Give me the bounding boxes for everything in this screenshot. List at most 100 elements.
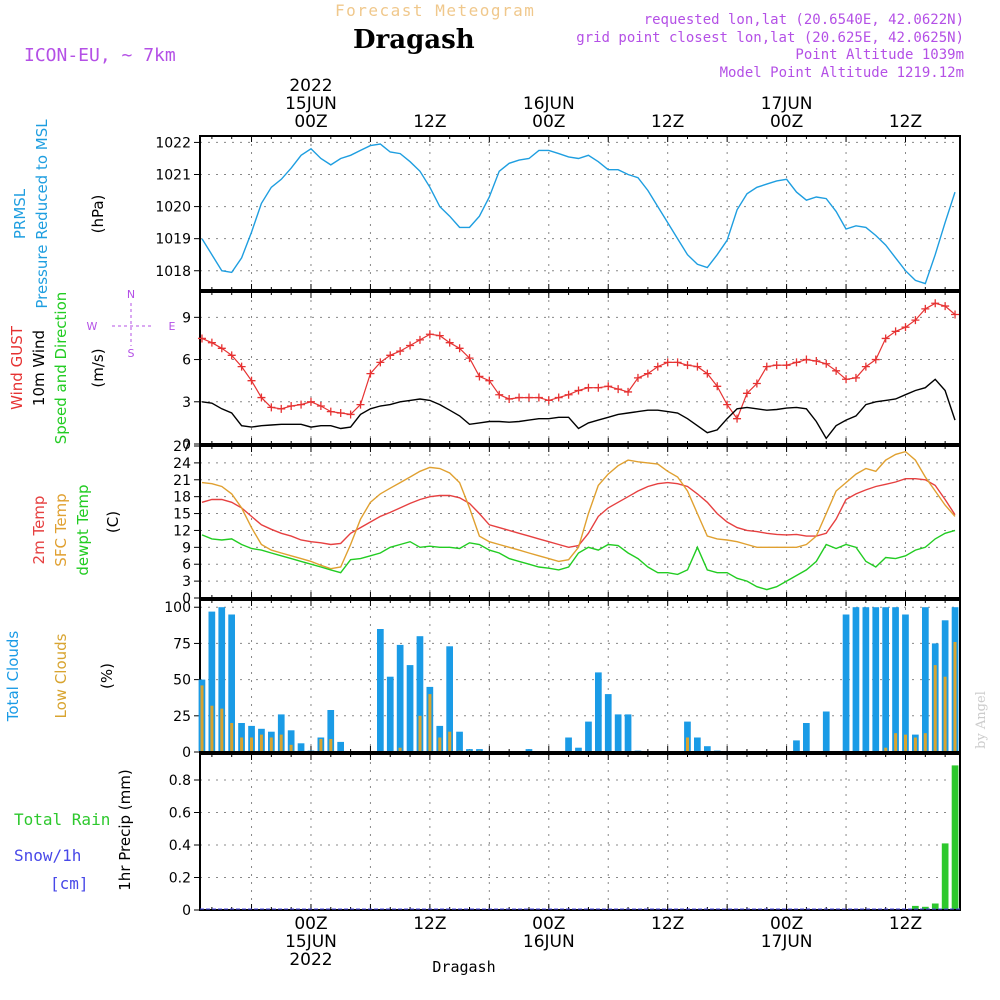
gust-marker (326, 407, 335, 416)
compass-n: N (127, 288, 135, 301)
gust-marker (742, 389, 751, 398)
total-cloud-bar (208, 611, 216, 751)
gust-marker (891, 327, 900, 336)
ytick-label: 0.2 (169, 871, 191, 887)
ytick-label: 1020 (155, 200, 191, 216)
ytick-label: 3 (182, 395, 191, 411)
gust-marker (316, 402, 325, 410)
gust-marker (643, 369, 652, 378)
rain-bar (941, 843, 949, 909)
ytick-label: 1019 (155, 232, 191, 248)
total-cloud-bar (446, 646, 453, 751)
gust-marker (673, 358, 682, 367)
panel-frame (199, 135, 961, 291)
gust-marker (653, 362, 662, 371)
rain-bar (931, 903, 939, 909)
top-axis-label: 12Z (651, 112, 684, 132)
total-cloud-bar (218, 607, 226, 751)
ytick-label: 0 (182, 437, 191, 453)
low-cloud-bar (894, 733, 898, 751)
low-cloud-bar (438, 737, 442, 751)
total-cloud-bar (892, 607, 899, 751)
gust-marker (693, 362, 702, 371)
top-axis-label: 15JUN (285, 94, 337, 114)
compass-s: S (128, 347, 135, 360)
total-cloud-bar (525, 749, 533, 751)
gust-marker (465, 354, 474, 363)
gust-marker (832, 366, 841, 375)
bottom-axis-label: 12Z (889, 914, 922, 934)
ytick-label: 9 (182, 310, 191, 326)
signature: by Angel (974, 691, 989, 749)
model-label: ICON-EU, ~ 7km (24, 45, 176, 66)
gust-marker (911, 316, 920, 325)
gust-marker (554, 393, 563, 402)
bottom-axis-label: 2022 (289, 950, 332, 970)
gust-marker (564, 390, 573, 399)
top-axis-label: 00Z (770, 112, 803, 132)
gust-marker (376, 358, 385, 367)
panel-labels: PRMSL Pressure Reduced to MSL (hPa) Wind GU… (4, 119, 134, 893)
temp-label-2m: 2m Temp (30, 496, 48, 565)
low-cloud-bar (230, 723, 234, 751)
gust-marker (584, 383, 593, 392)
gust-marker (772, 361, 781, 370)
temp-label-dewpt: dewpt Temp (74, 484, 92, 575)
gust-marker (297, 400, 306, 409)
total-cloud-bar (882, 607, 889, 751)
wind-unit: (m/s) (89, 348, 107, 387)
gust-marker (614, 385, 623, 394)
pressure-unit: (hPa) (89, 195, 107, 234)
temp-label-sfc: SFC Temp (52, 493, 70, 566)
ytick-label: 24 (173, 456, 191, 472)
pressure-label-prmsl: PRMSL (11, 188, 29, 239)
gust-marker (881, 334, 890, 343)
gust-marker (207, 338, 216, 347)
total-cloud-bar (238, 723, 245, 751)
gust-marker (624, 387, 633, 396)
total-cloud-bar (902, 614, 909, 751)
gust-marker (356, 400, 365, 409)
gust-marker (931, 299, 940, 308)
ytick-label: 50 (173, 673, 191, 689)
clouds-label-total: Total Clouds (4, 631, 22, 723)
total-cloud-bar (277, 714, 285, 751)
gust-marker (415, 335, 424, 344)
panel-frame (199, 753, 961, 911)
wind-label-dir: Speed and Direction (52, 292, 70, 445)
gust-marker (287, 402, 296, 410)
low-cloud-bar (210, 705, 214, 751)
ytick-label: 12 (173, 523, 191, 539)
panel-wind: 0 3 6 9 (182, 291, 961, 453)
gust-marker (237, 362, 246, 371)
gust-marker (366, 369, 375, 378)
subtitle: Forecast Meteogram (335, 1, 535, 20)
gust-marker (782, 361, 791, 370)
gust-marker (752, 379, 761, 388)
ytick-label: 0 (182, 903, 191, 919)
gust-marker (941, 302, 950, 311)
gust-marker (336, 409, 345, 418)
gust-marker (604, 382, 613, 391)
gust-marker (217, 344, 226, 353)
bottom-axis-label: 16JUN (523, 932, 575, 952)
ytick-label: 3 (182, 574, 191, 590)
gust-marker (515, 393, 524, 402)
gust-marker (574, 386, 583, 395)
rain-bar (912, 905, 919, 909)
total-cloud-bar (694, 737, 701, 751)
gust-marker (851, 373, 860, 382)
low-cloud-bar (398, 747, 402, 751)
precip-unit: 1hr Precip (mm) (116, 769, 134, 890)
total-cloud-bar (228, 614, 235, 751)
low-cloud-bar (913, 737, 917, 751)
gust-marker (802, 355, 811, 364)
clouds-unit: (%) (98, 663, 116, 689)
gust-marker (495, 390, 504, 399)
gust-marker (485, 376, 494, 385)
ytick-label: 0 (182, 745, 191, 761)
total-cloud-bar (803, 723, 810, 751)
